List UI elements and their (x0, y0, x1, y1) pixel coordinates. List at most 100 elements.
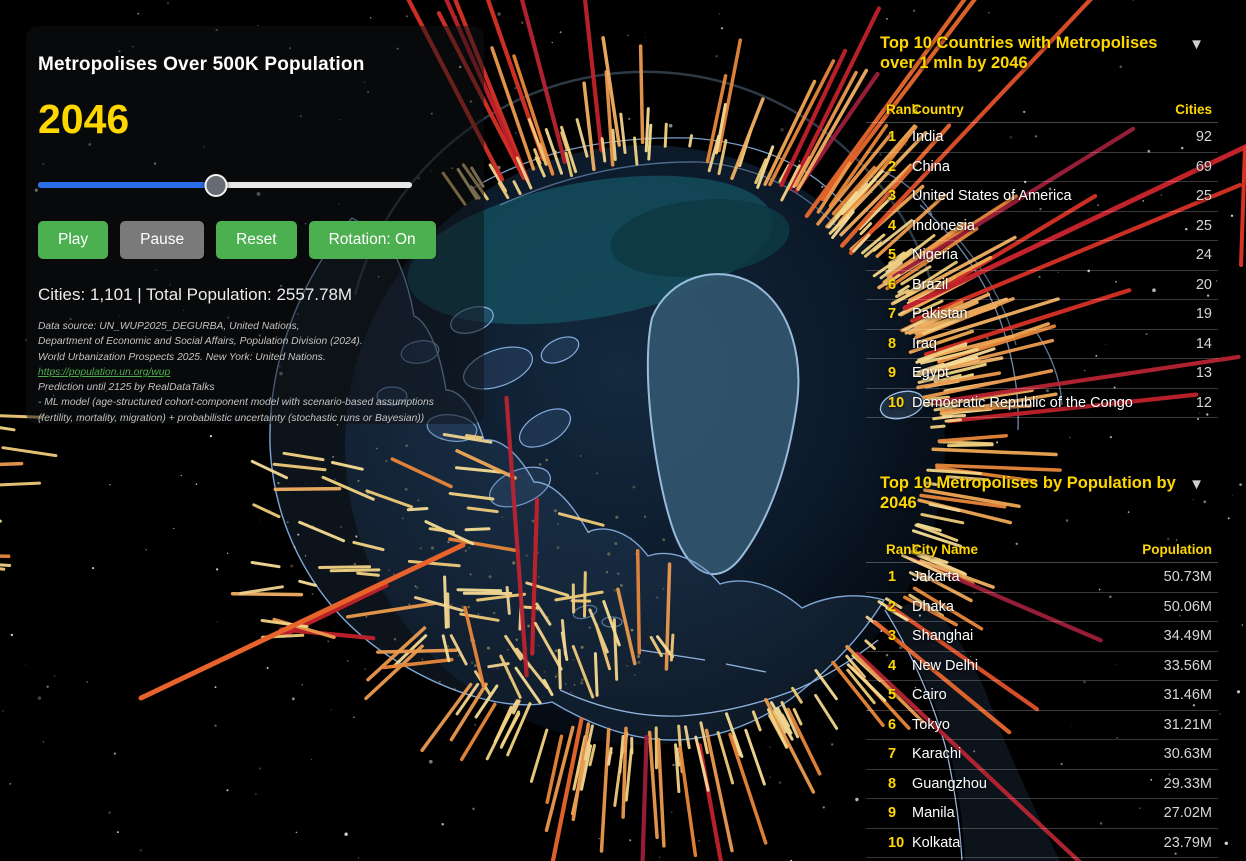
rank-column-header: Rank (886, 542, 920, 557)
table-row: 9 Egypt 13 (866, 359, 1218, 389)
cities-count-cell: 20 (1195, 276, 1212, 293)
cities-count-cell: 13 (1195, 365, 1212, 382)
rank-cell: 3 (888, 188, 897, 205)
country-cell: India (912, 129, 944, 146)
cities-count-cell: 69 (1195, 158, 1212, 175)
cities-count-cell: 24 (1195, 247, 1212, 264)
table-row: 6 Tokyo 31.21M (866, 711, 1218, 740)
city-name-cell: New Delhi (912, 657, 979, 674)
country-column-header: Country (912, 102, 964, 117)
city-name-cell: Shanghai (912, 628, 974, 645)
cities-count-cell: 12 (1195, 394, 1212, 411)
city-name-cell: Dhaka (912, 598, 954, 615)
rank-cell: 5 (888, 247, 897, 264)
country-cell: Iraq (912, 335, 937, 352)
table-row: 1 Jakarta 50.73M (866, 563, 1218, 593)
cities-table-body: 1 Jakarta 50.73M 2 Dhaka 50.06M 3 Shanghai 34.49… (866, 563, 1218, 858)
collapse-icon[interactable]: ▼ (1189, 36, 1204, 53)
year-slider[interactable] (38, 173, 412, 197)
table-row: 5 Nigeria 24 (866, 241, 1218, 271)
city-name-cell: Manila (912, 805, 955, 822)
table-header: Rank City Name Population (866, 537, 1218, 563)
table-row: 8 Guangzhou 29.33M (866, 770, 1218, 799)
table-row: 7 Karachi 30.63M (866, 740, 1218, 770)
table-row: 10 Democratic Republic of the Congo 12 (866, 389, 1218, 418)
rank-cell: 7 (888, 306, 897, 323)
control-panel: Metropolises Over 500K Population 2046 P… (26, 26, 484, 424)
page-title: Metropolises Over 500K Population (38, 54, 365, 75)
population-cell: 30.63M (1163, 746, 1212, 763)
table-row: 7 Pakistan 19 (866, 300, 1218, 330)
population-cell: 31.46M (1163, 687, 1212, 704)
table-row: 4 New Delhi 33.56M (866, 652, 1218, 681)
country-cell: China (912, 158, 950, 175)
play-button[interactable]: Play (38, 221, 109, 259)
table-row: 3 United States of America 25 (866, 182, 1218, 212)
table-header: Rank Country Cities (866, 97, 1218, 123)
cities-count-cell: 25 (1195, 217, 1212, 234)
city-name-cell: Guangzhou (912, 775, 987, 792)
rank-cell: 7 (888, 746, 897, 763)
country-cell: Indonesia (912, 217, 975, 234)
country-cell: Egypt (912, 365, 950, 382)
pause-button[interactable]: Pause (120, 221, 205, 259)
slider-fill (38, 182, 217, 188)
population-cell: 33.56M (1163, 657, 1212, 674)
rank-cell: 1 (888, 569, 897, 586)
table-row: 2 Dhaka 50.06M (866, 593, 1218, 622)
table-row: 8 Iraq 14 (866, 330, 1218, 359)
source-line: Data source: UN_WUP2025_DEGURBA, United … (38, 321, 300, 332)
table-row: 5 Cairo 31.46M (866, 681, 1218, 711)
rotation-toggle-button[interactable]: Rotation: On (308, 221, 436, 259)
source-line: Prediction until 2125 by RealDataTalks (38, 382, 215, 394)
rank-cell: 9 (888, 365, 897, 382)
population-cell: 50.06M (1163, 598, 1212, 615)
source-line: - ML model (age-structured cohort-compon… (38, 397, 434, 409)
rank-cell: 3 (888, 628, 897, 645)
rank-cell: 2 (888, 158, 897, 175)
rank-cell: 10 (888, 834, 905, 851)
countries-table-body: 1 India 92 2 China 69 3 United States of Americ… (866, 123, 1218, 418)
table-row: 3 Shanghai 34.49M (866, 622, 1218, 652)
rank-cell: 2 (888, 598, 897, 615)
cities-count-cell: 25 (1195, 188, 1212, 205)
source-line: Department of Economic and Social Affair… (38, 336, 363, 348)
population-cell: 34.49M (1163, 628, 1212, 645)
top-countries-panel: Top 10 Countries with Metropolises over … (866, 22, 1218, 418)
cities-count-cell: 92 (1195, 129, 1212, 146)
country-cell: Nigeria (912, 247, 958, 264)
rank-cell: 6 (888, 276, 897, 293)
city-name-cell: Cairo (912, 687, 947, 704)
city-name-cell: Tokyo (912, 716, 950, 733)
rank-cell: 10 (888, 394, 905, 411)
country-cell: United States of America (912, 188, 1072, 205)
population-cell: 29.33M (1163, 775, 1212, 792)
reset-button[interactable]: Reset (216, 221, 297, 259)
source-link[interactable]: https://population.un.org/wup (38, 366, 171, 378)
city-name-cell: Kolkata (912, 834, 961, 851)
city-name-cell: Jakarta (912, 569, 960, 586)
city-column-header: City Name (912, 542, 979, 557)
rank-cell: 8 (888, 775, 897, 792)
data-source-note: Data source: UN_WUP2025_DEGURBA, United … (38, 319, 472, 426)
population-cell: 23.79M (1163, 834, 1212, 851)
slider-knob[interactable] (204, 174, 228, 197)
top-countries-title: Top 10 Countries with Metropolises over … (880, 34, 1158, 72)
country-cell: Brazil (912, 276, 949, 293)
cities-count-cell: 19 (1195, 306, 1212, 323)
collapse-icon[interactable]: ▼ (1189, 476, 1204, 493)
country-cell: Democratic Republic of the Congo (912, 394, 1133, 411)
rank-cell: 4 (888, 217, 897, 234)
rank-cell: 5 (888, 687, 897, 704)
cities-column-header: Cities (1175, 102, 1212, 117)
rank-cell: 9 (888, 805, 897, 822)
table-row: 2 China 69 (866, 153, 1218, 182)
city-name-cell: Karachi (912, 746, 962, 763)
population-cell: 50.73M (1163, 569, 1212, 586)
year-display: 2046 (38, 96, 130, 142)
rank-cell: 8 (888, 335, 897, 352)
playback-controls: Play Pause Reset Rotation: On (38, 221, 472, 259)
rank-column-header: Rank (886, 102, 920, 117)
cities-count-cell: 14 (1195, 335, 1212, 352)
